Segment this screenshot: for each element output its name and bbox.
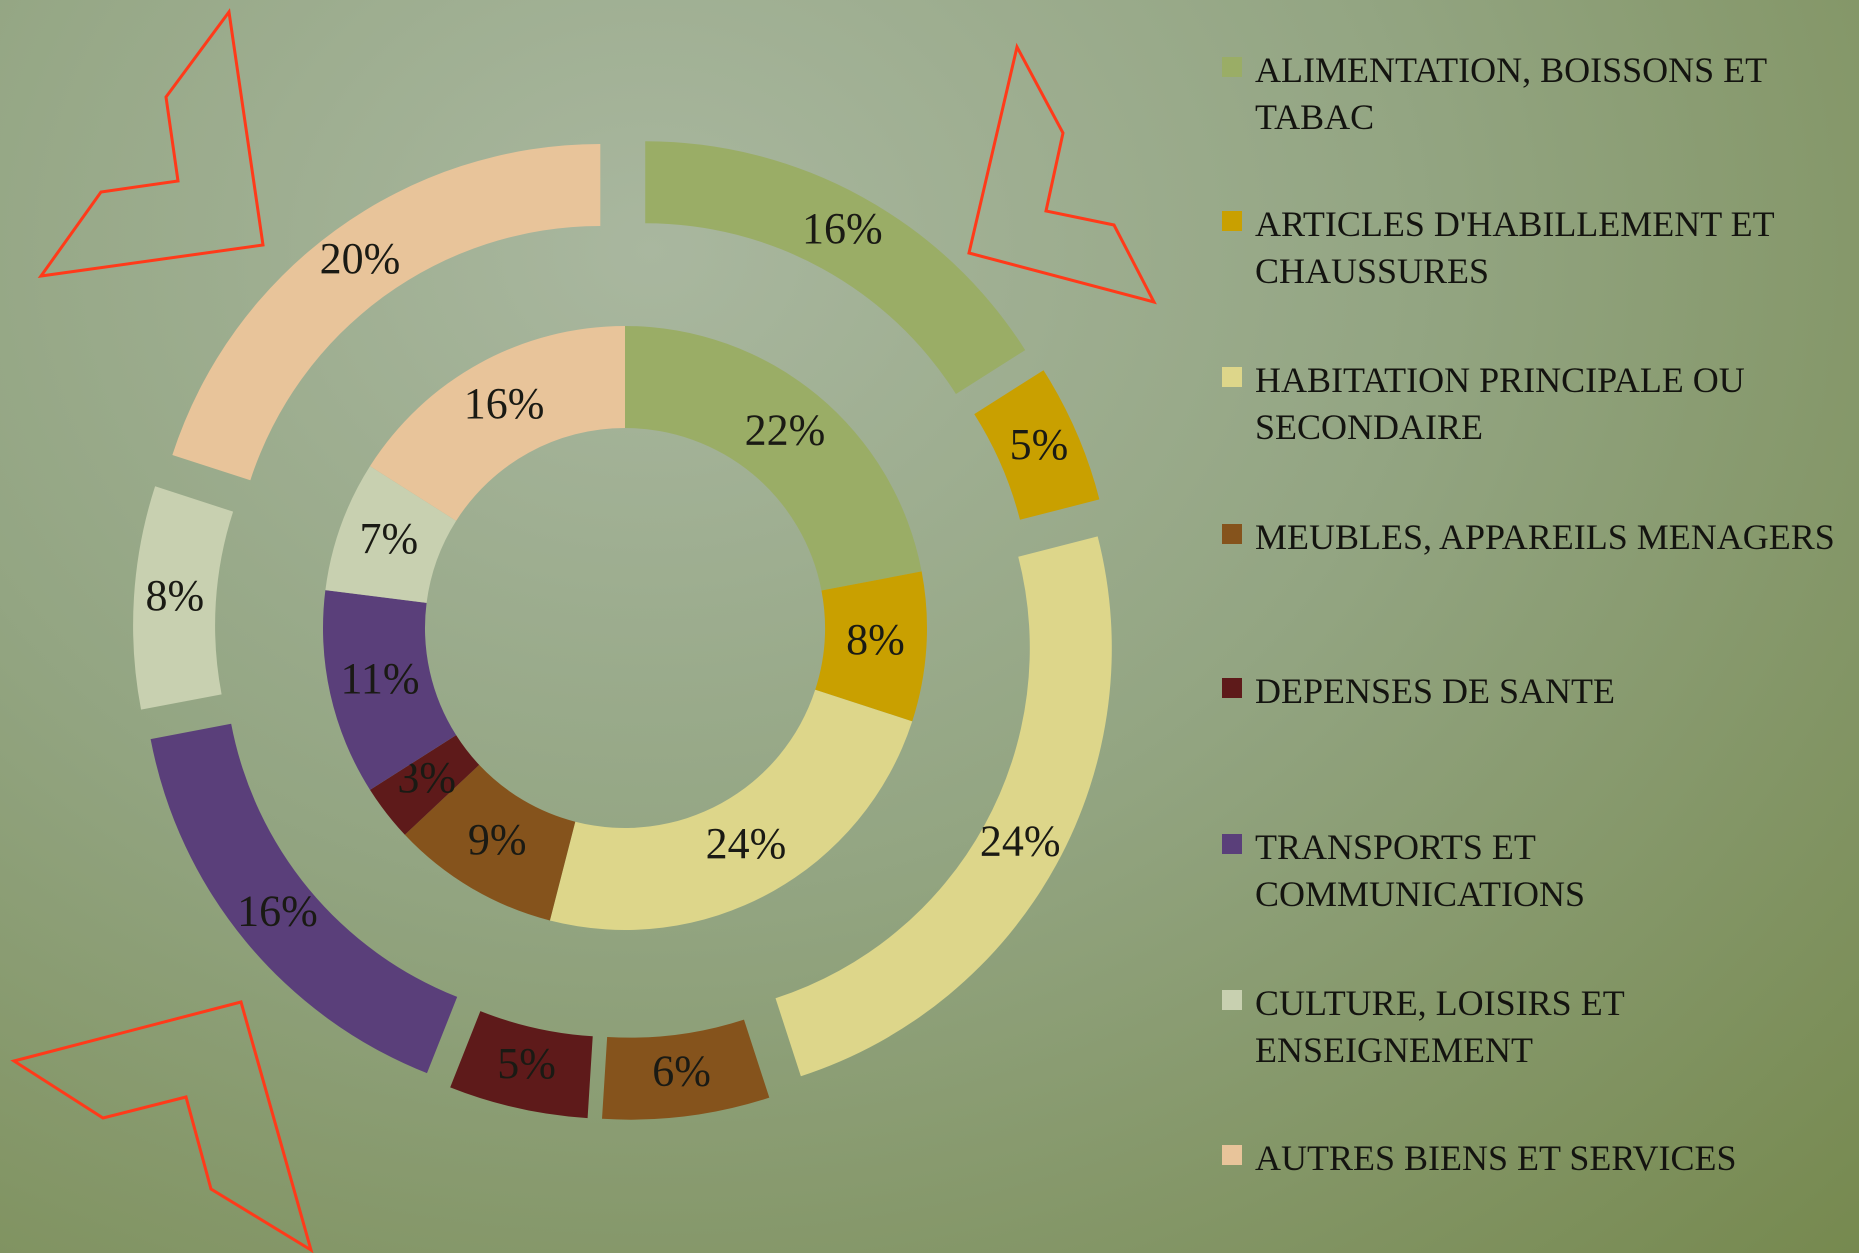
legend-label: HABITATION PRINCIPALE OU SECONDAIRE xyxy=(1255,357,1855,451)
legend-swatch xyxy=(1222,678,1242,698)
donut-segment xyxy=(550,690,912,930)
legend-label: ALIMENTATION, BOISSONS ET TABAC xyxy=(1255,47,1855,141)
decor-arrow xyxy=(969,47,1154,302)
data-label: 16% xyxy=(802,204,883,253)
decor-arrow xyxy=(41,12,263,276)
legend-label: ARTICLES D'HABILLEMENT ET CHAUSSURES xyxy=(1255,201,1855,295)
legend-label: TRANSPORTS ET COMMUNICATIONS xyxy=(1255,824,1855,918)
data-label: 22% xyxy=(745,406,826,455)
data-label: 5% xyxy=(497,1039,556,1088)
data-label: 6% xyxy=(652,1047,711,1096)
data-label: 9% xyxy=(468,815,527,864)
legend-swatch xyxy=(1222,57,1242,77)
data-label: 8% xyxy=(146,571,205,620)
data-label: 8% xyxy=(846,615,905,664)
legend-label: MEUBLES, APPAREILS MENAGERS xyxy=(1255,514,1855,561)
legend-swatch xyxy=(1222,990,1242,1010)
page: 22%8%24%9%3%11%7%16%16%5%24%6%5%16%8%20%… xyxy=(0,0,1859,1253)
legend-label: AUTRES BIENS ET SERVICES xyxy=(1255,1135,1855,1182)
decor-arrow xyxy=(14,1002,311,1250)
legend-label: CULTURE, LOISIRS ET ENSEIGNEMENT xyxy=(1255,980,1855,1074)
data-label: 24% xyxy=(980,816,1061,865)
data-label: 5% xyxy=(1010,420,1069,469)
donut-segment xyxy=(625,326,922,591)
data-label: 24% xyxy=(706,819,787,868)
legend-label: DEPENSES DE SANTE xyxy=(1255,668,1855,715)
legend-swatch xyxy=(1222,211,1242,231)
data-label: 16% xyxy=(237,887,318,936)
legend-swatch xyxy=(1222,834,1242,854)
data-label: 20% xyxy=(320,234,401,283)
data-label: 11% xyxy=(341,654,420,703)
legend-swatch xyxy=(1222,524,1242,544)
data-label: 7% xyxy=(360,514,419,563)
data-label: 16% xyxy=(464,379,545,428)
legend-swatch xyxy=(1222,367,1242,387)
legend-swatch xyxy=(1222,1145,1242,1165)
